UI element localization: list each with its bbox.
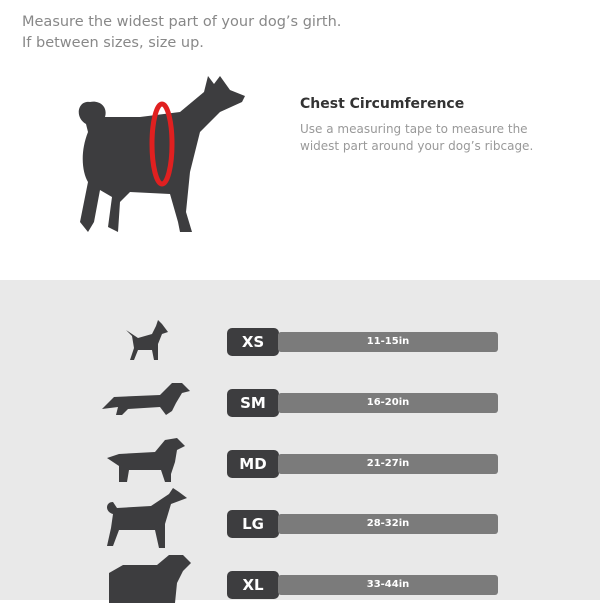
size-label: XL (227, 571, 279, 599)
size-label: XS (227, 328, 279, 356)
intro-line-2: If between sizes, size up. (22, 35, 204, 51)
intro-text: Measure the widest part of your dog’s gi… (22, 12, 341, 54)
large-dog-icon (109, 555, 191, 603)
measure-title: Chest Circumference (300, 96, 465, 112)
size-row-xl: XL 33-44in (0, 555, 600, 603)
size-range: 11-15in (278, 332, 498, 352)
intro-line-1: Measure the widest part of your dog’s gi… (22, 14, 342, 30)
size-range: 33-44in (278, 575, 498, 595)
spaniel-icon (107, 438, 185, 482)
size-range: 28-32in (278, 514, 498, 534)
dachshund-icon (102, 383, 190, 415)
size-row-sm: SM 16-20in (0, 383, 600, 417)
size-label: MD (227, 450, 279, 478)
husky-icon (107, 488, 187, 548)
size-row-md: MD 21-27in (0, 438, 600, 482)
chest-circumference-info: Chest Circumference Use a measuring tape… (300, 96, 570, 155)
size-range: 16-20in (278, 393, 498, 413)
measure-description: Use a measuring tape to measure the wide… (300, 122, 534, 153)
size-label: LG (227, 510, 279, 538)
dog-measurement-icon (78, 76, 245, 232)
size-row-lg: LG 28-32in (0, 488, 600, 548)
size-range: 21-27in (278, 454, 498, 474)
size-label: SM (227, 389, 279, 417)
small-dog-icon (126, 320, 168, 360)
size-row-xs: XS 11-15in (0, 320, 600, 360)
